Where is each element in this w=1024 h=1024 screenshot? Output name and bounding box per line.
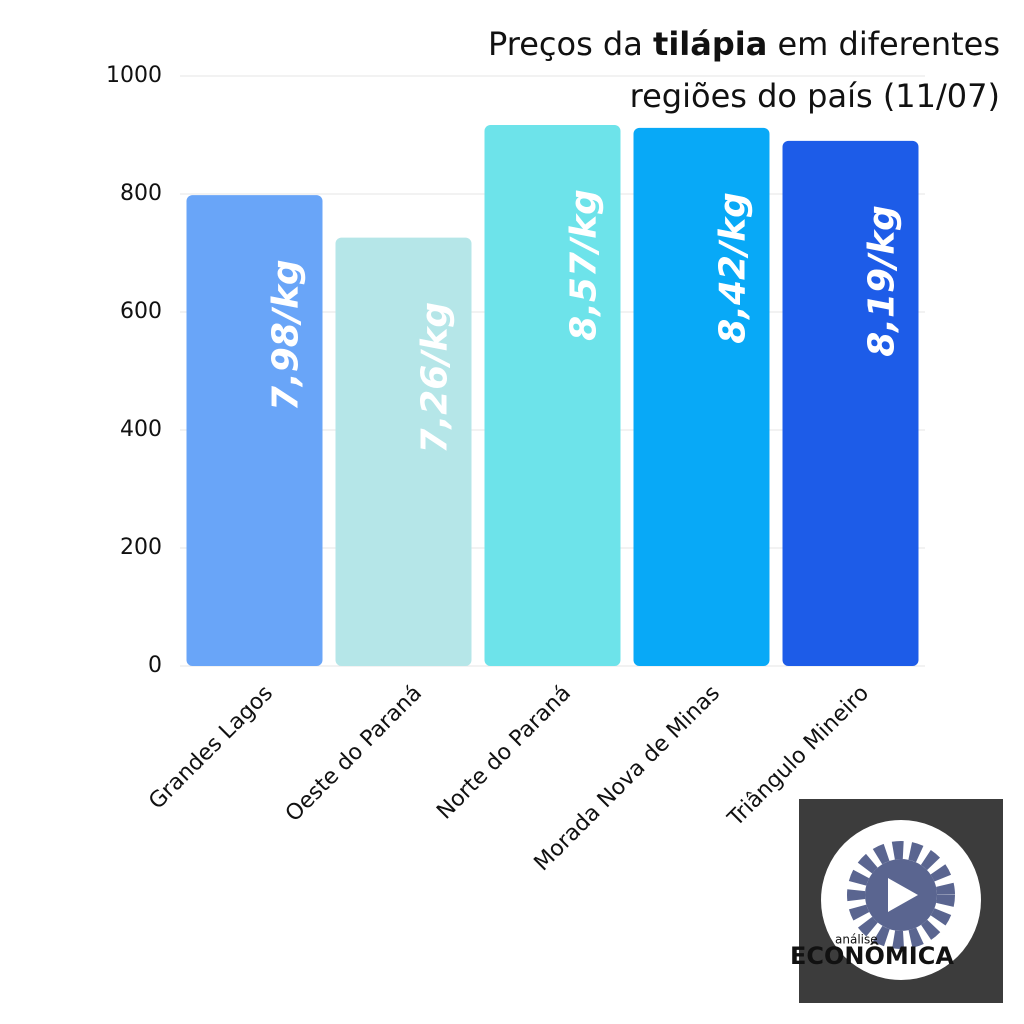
- logo: análise ECONÔMICA: [790, 799, 1003, 1003]
- chart-title: regiões do país (11/07): [630, 77, 1000, 115]
- bar: [484, 124, 621, 667]
- y-tick-label: 800: [120, 181, 162, 206]
- y-tick-label: 400: [120, 417, 162, 442]
- logo-gear: [847, 841, 955, 949]
- bar: [186, 195, 323, 666]
- bar-label: 8,19/kg: [862, 205, 903, 357]
- title-part: Preços da: [488, 25, 653, 63]
- bar: [782, 140, 919, 666]
- title-part: tilápia: [653, 25, 767, 63]
- logo-text: ECONÔMICA: [790, 940, 954, 970]
- title-part: em diferentes: [767, 25, 1000, 63]
- bar-label: 8,42/kg: [713, 192, 754, 344]
- bar: [335, 237, 472, 666]
- plot: 0 200 400 600 800 1000 7,98/kg Grandes Lagos 7,2…: [106, 63, 925, 876]
- logo-icon: [888, 878, 918, 912]
- x-tick-label: Oeste do Paraná: [281, 681, 427, 827]
- bar-label: 7,98/kg: [266, 259, 307, 411]
- y-tick-label: 600: [120, 299, 162, 324]
- x-tick-label: Grandes Lagos: [144, 681, 278, 815]
- bar-label: 8,57/kg: [564, 189, 605, 341]
- chart-title: Preços da tilápia em diferentes: [488, 25, 1000, 63]
- x-tick-label: Norte do Paraná: [432, 681, 576, 825]
- bar: [633, 127, 770, 667]
- logo-text: análise: [835, 933, 878, 947]
- y-tick-label: 200: [120, 535, 162, 560]
- bar-label: 7,26/kg: [415, 302, 456, 454]
- y-tick-label: 1000: [106, 63, 162, 88]
- y-tick-label: 0: [148, 653, 162, 678]
